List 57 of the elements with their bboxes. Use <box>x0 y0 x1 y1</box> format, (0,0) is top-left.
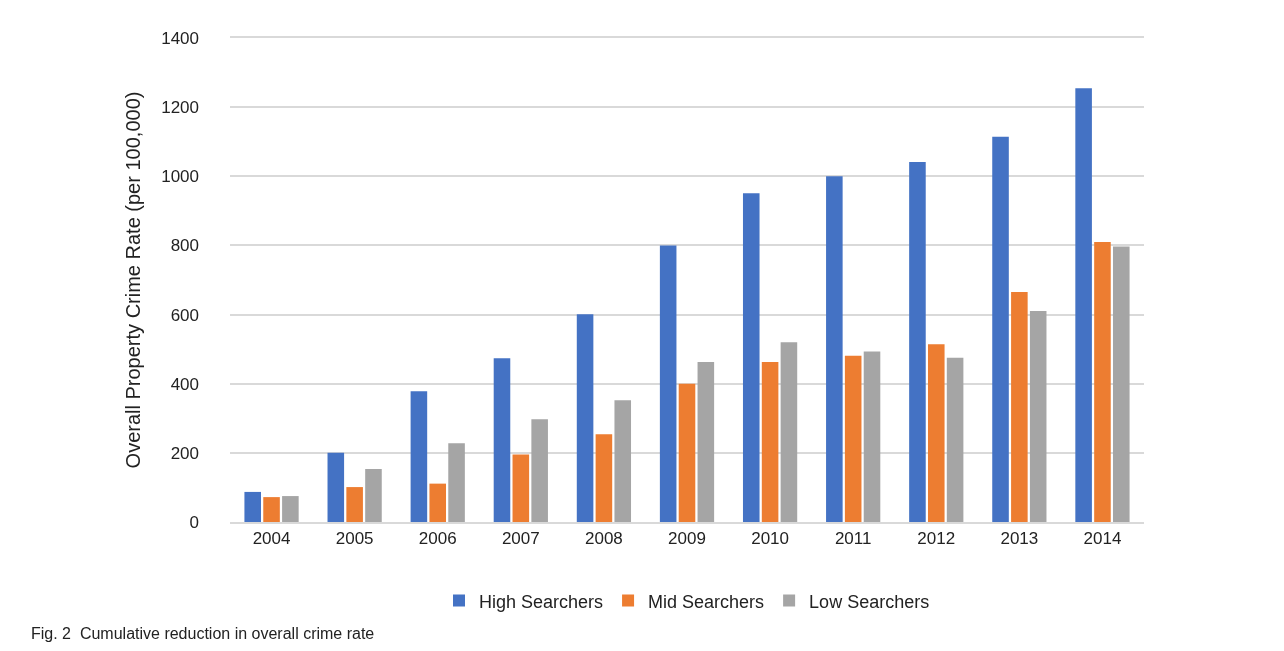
x-tick-label: 2014 <box>1083 529 1122 549</box>
bar <box>826 176 843 522</box>
bar <box>659 245 677 522</box>
bar <box>1011 292 1028 522</box>
y-tick-label: 600 <box>170 305 199 325</box>
x-tick-label: 2005 <box>335 529 374 549</box>
y-tick-label: 1200 <box>161 98 199 118</box>
bar <box>595 434 613 522</box>
bar <box>346 487 363 522</box>
bar <box>844 355 862 522</box>
legend-label: High Searchers <box>479 591 604 612</box>
bar <box>946 357 964 522</box>
bar <box>863 351 881 522</box>
bar <box>780 342 798 522</box>
x-tick-label: 2012 <box>917 529 956 549</box>
bar <box>448 443 465 522</box>
bar <box>742 193 760 522</box>
bar <box>927 344 945 522</box>
bar <box>429 483 447 522</box>
bar <box>992 136 1009 522</box>
x-tick-label: 2004 <box>252 529 291 549</box>
x-tick-label: 2008 <box>585 529 623 549</box>
bar <box>697 361 715 522</box>
caption: Fig. 2 Cumulative reduction in overall crime rate <box>31 625 375 642</box>
bar <box>761 361 779 522</box>
bar <box>531 419 548 522</box>
y-axis-title: Overall Property Crime Rate (per 100,000) <box>121 91 144 469</box>
x-tick-label: 2013 <box>1000 529 1039 549</box>
y-tick-label: 1000 <box>161 167 199 187</box>
x-tick-label: 2006 <box>418 529 457 549</box>
y-tick-label: 1400 <box>161 28 199 48</box>
bar <box>493 358 511 522</box>
x-tick-label: 2009 <box>668 529 706 549</box>
bar <box>263 497 280 522</box>
bar <box>365 469 382 522</box>
bar <box>1075 88 1092 522</box>
legend-label: Low Searchers <box>809 591 930 612</box>
y-tick-label: 800 <box>170 236 199 256</box>
y-tick-label: 400 <box>170 374 199 394</box>
bar <box>282 496 299 522</box>
bar <box>1094 241 1111 522</box>
bar <box>678 383 696 522</box>
bar <box>1029 311 1047 522</box>
x-tick-label: 2007 <box>501 529 540 549</box>
bar <box>614 400 632 522</box>
x-tick-label: 2011 <box>834 529 872 549</box>
bar <box>512 454 530 522</box>
bar <box>576 314 594 522</box>
bar <box>244 491 261 522</box>
x-tick-label: 2010 <box>751 529 789 549</box>
bar <box>1113 246 1130 522</box>
y-tick-label: 200 <box>170 443 199 463</box>
bar <box>327 452 345 522</box>
bar <box>410 391 428 522</box>
bar <box>909 162 926 522</box>
y-tick-label: 0 <box>189 512 199 532</box>
legend-label: Mid Searchers <box>648 591 765 612</box>
